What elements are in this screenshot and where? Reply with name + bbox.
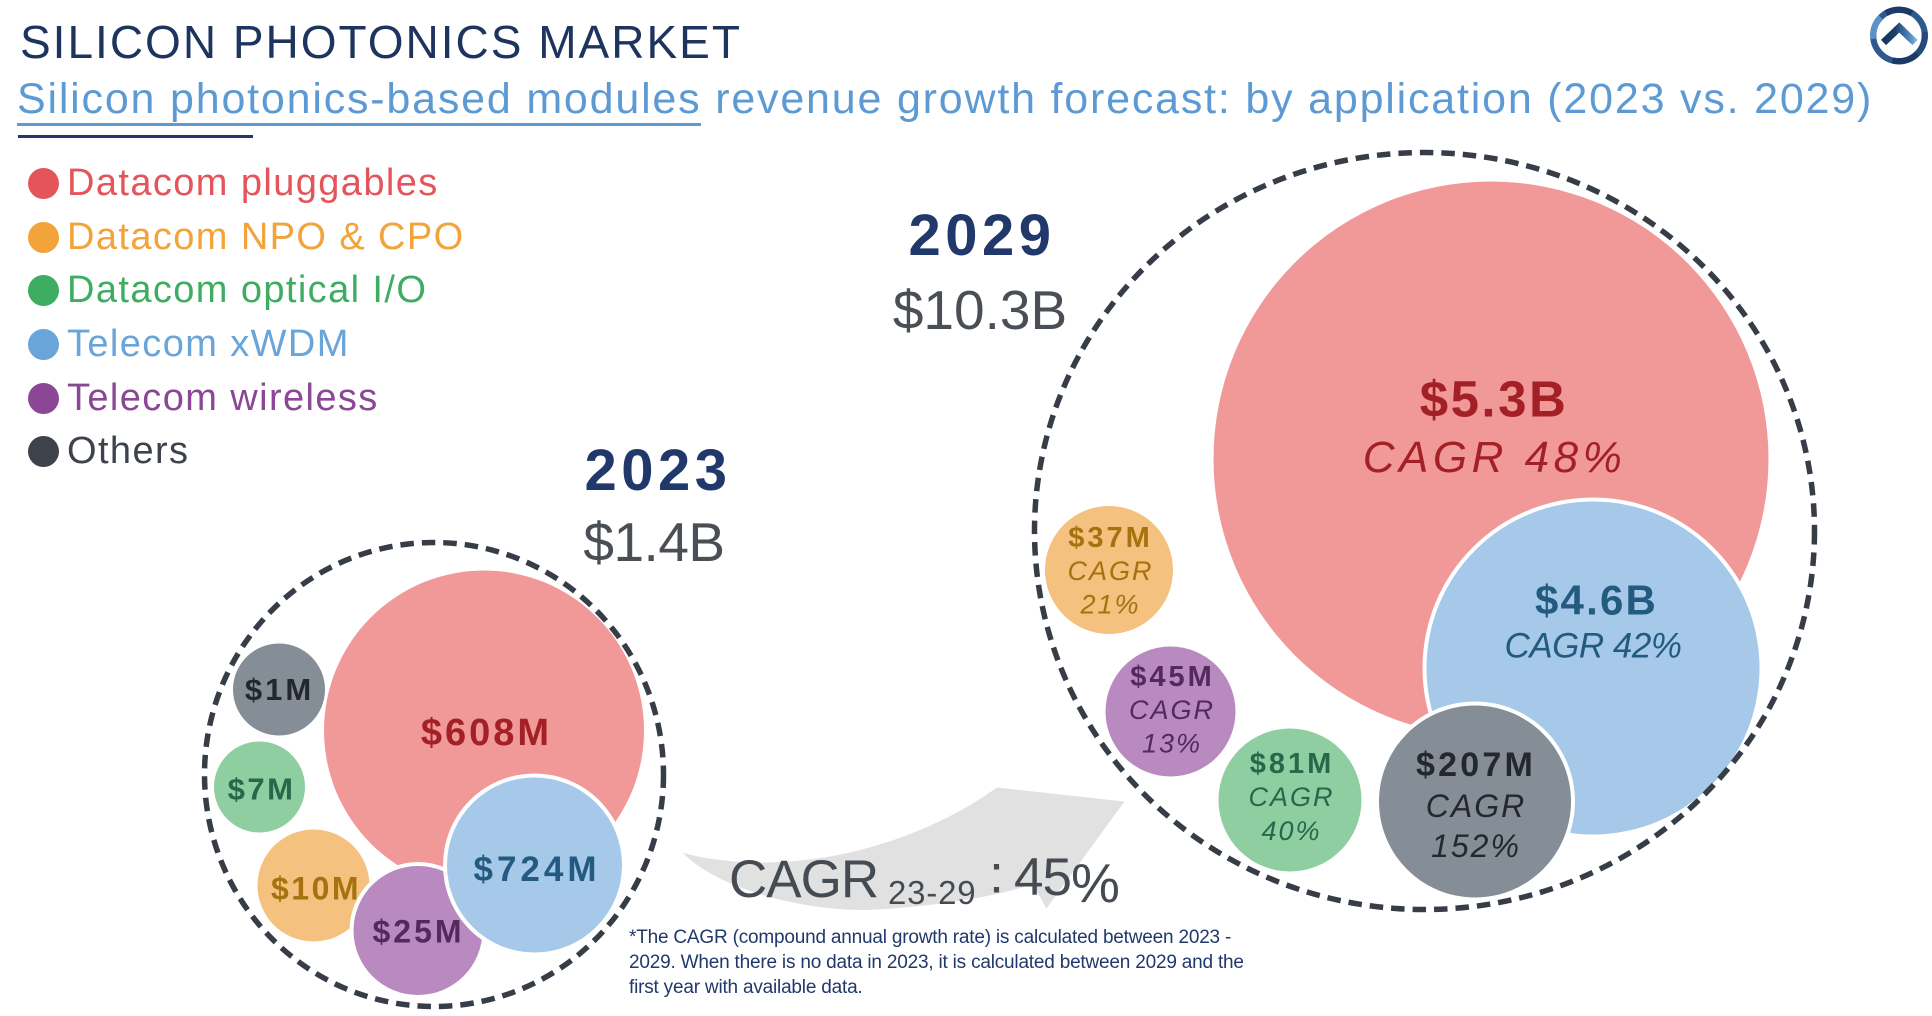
svg-text:21%: 21% [1079, 590, 1140, 620]
svg-text:CAGR 42%: CAGR 42% [1505, 627, 1682, 666]
svg-text:CAGR: CAGR [729, 850, 878, 909]
svg-text:CAGR 48%: CAGR 48% [1363, 433, 1626, 482]
svg-text:40%: 40% [1261, 816, 1321, 846]
svg-text:CAGR: CAGR [1426, 788, 1526, 824]
svg-text:CAGR: CAGR [1067, 556, 1153, 586]
svg-text:$207M: $207M [1416, 746, 1536, 784]
svg-text:$37M: $37M [1068, 522, 1153, 554]
svg-text:$608M: $608M [421, 712, 552, 754]
svg-text:CAGR: CAGR [1129, 695, 1215, 725]
svg-text:$4.6B: $4.6B [1535, 577, 1658, 624]
svg-text:23-29: 23-29 [888, 874, 976, 911]
svg-text:CAGR: CAGR [1248, 782, 1334, 812]
svg-text:$81M: $81M [1250, 748, 1335, 780]
svg-text:13%: 13% [1142, 729, 1202, 759]
svg-text:$7M: $7M [228, 772, 296, 807]
svg-text:$5.3B: $5.3B [1420, 371, 1569, 428]
svg-text::: : [989, 845, 1004, 905]
svg-text:45%: 45% [1014, 848, 1119, 914]
svg-text:$25M: $25M [372, 914, 464, 950]
svg-text:$45M: $45M [1130, 661, 1215, 693]
svg-text:$10M: $10M [271, 871, 361, 907]
svg-text:$1M: $1M [245, 672, 314, 707]
svg-text:$724M: $724M [473, 850, 600, 889]
svg-text:152%: 152% [1431, 828, 1521, 864]
